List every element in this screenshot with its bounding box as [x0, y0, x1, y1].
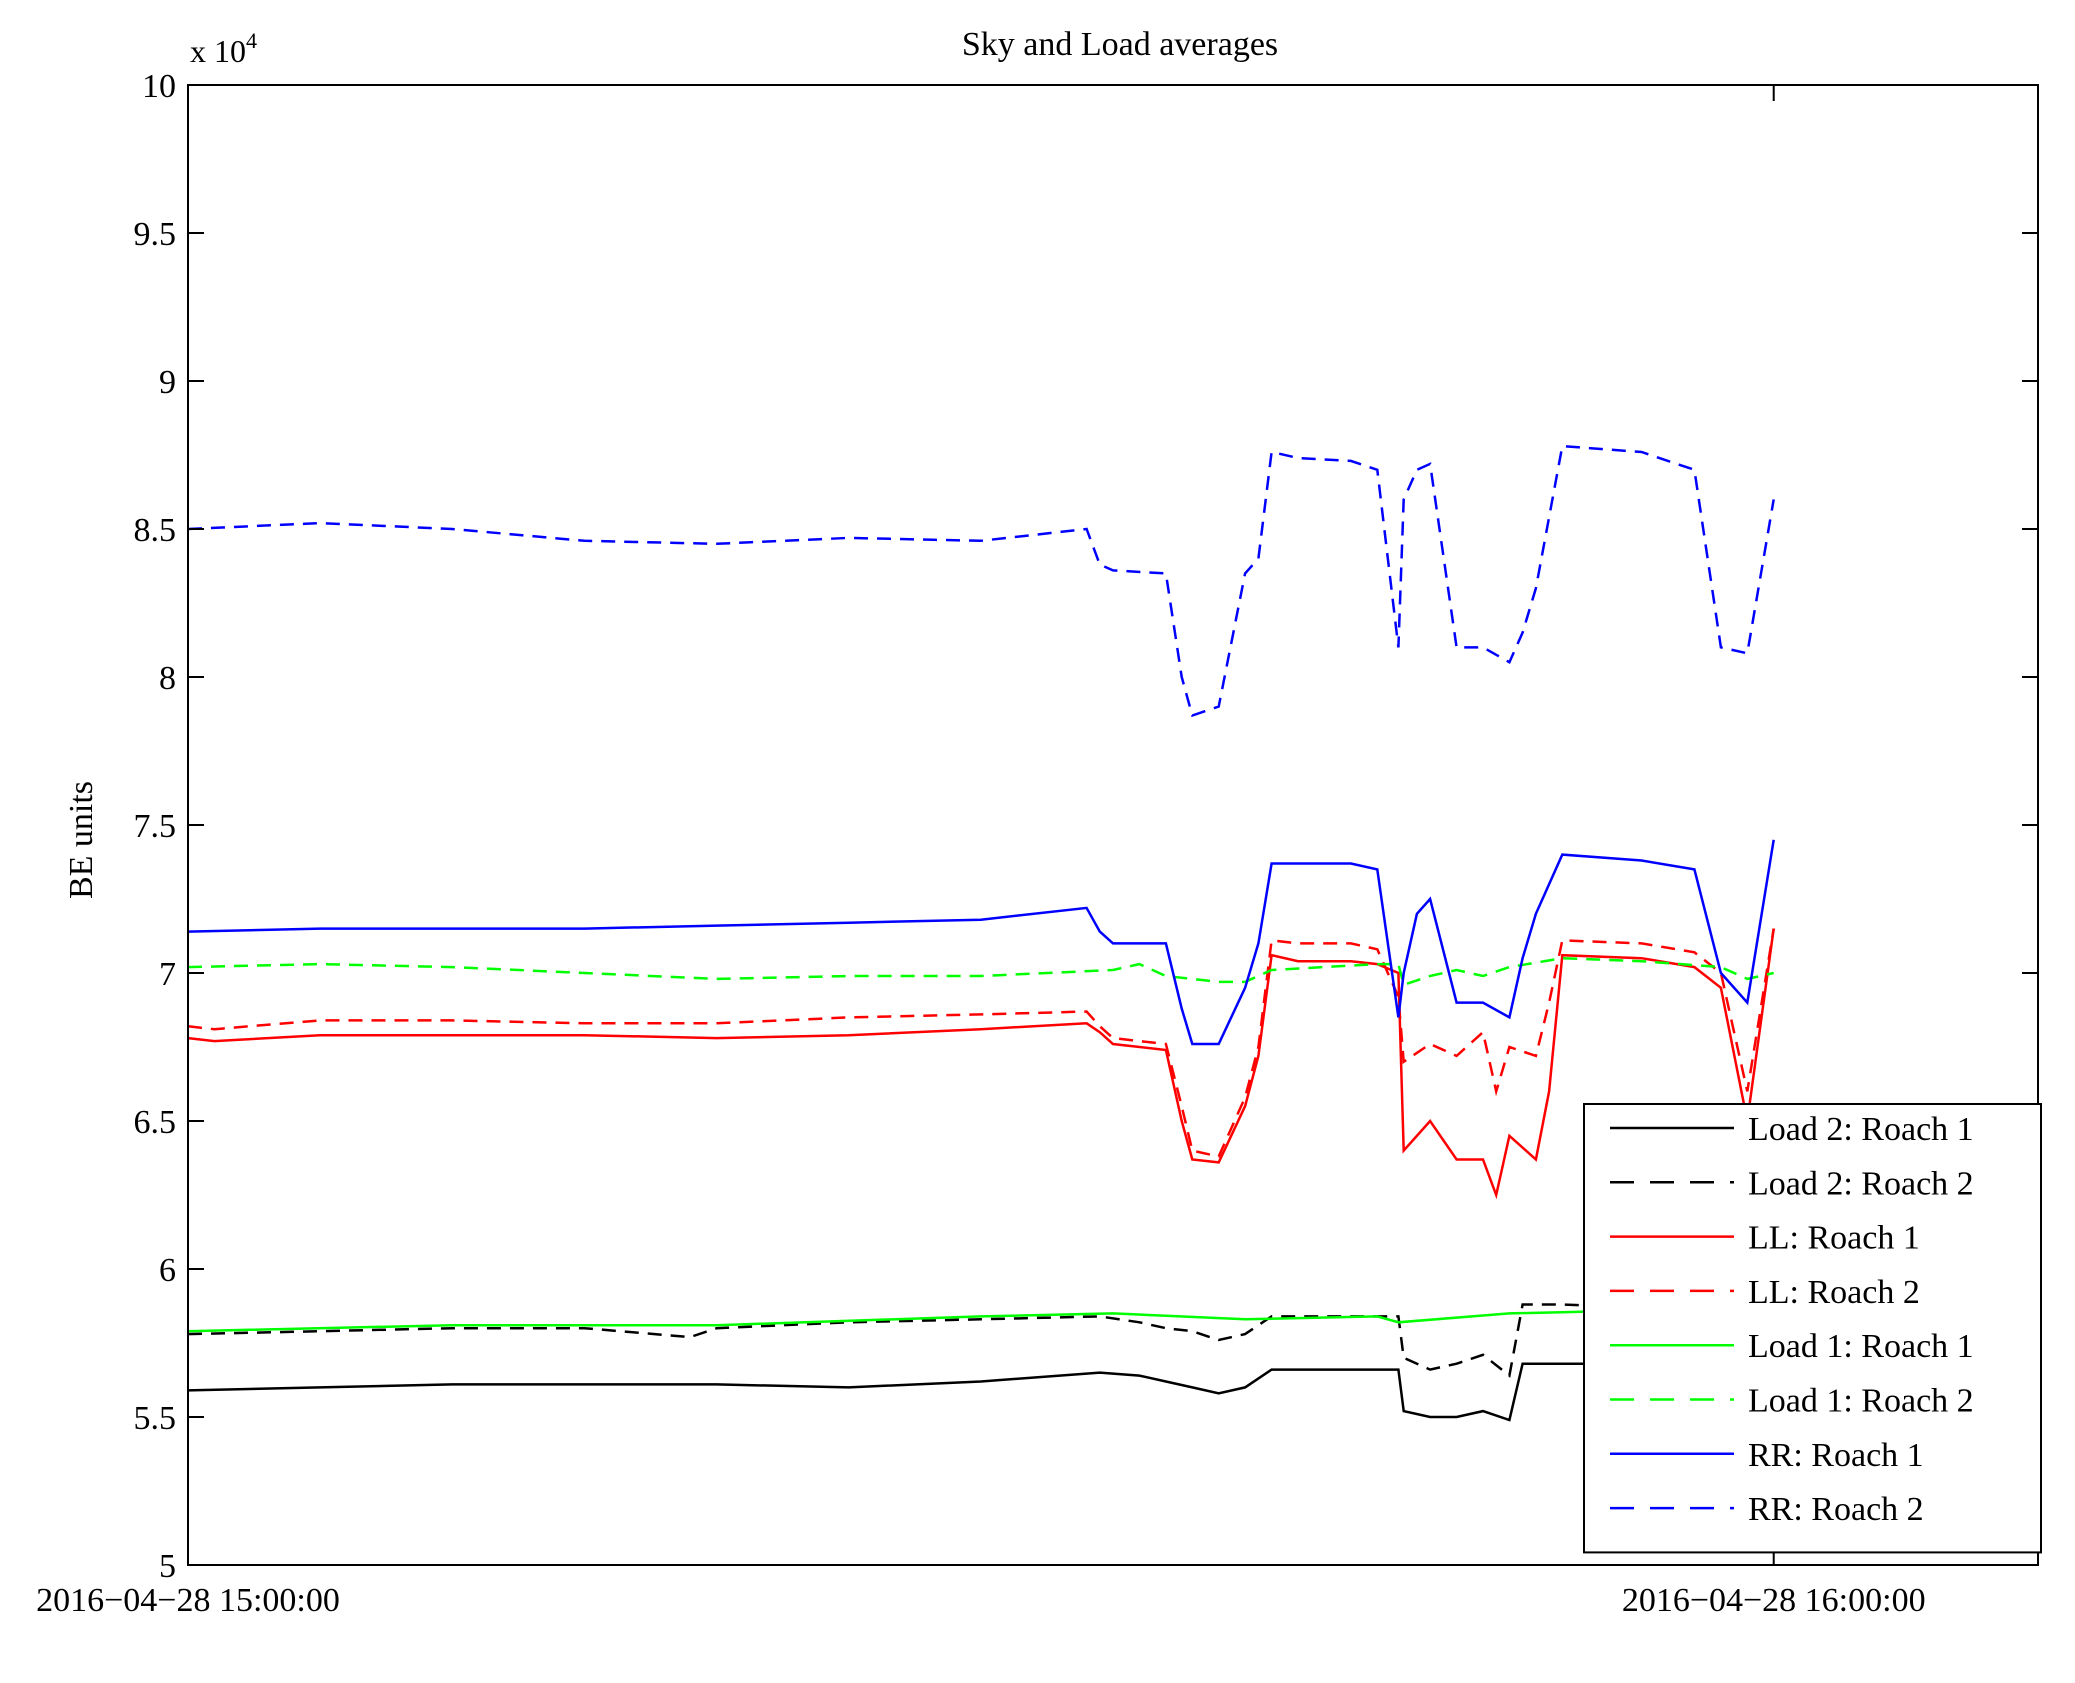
legend-label: RR: Roach 1 — [1748, 1437, 1924, 1474]
series-line-3 — [188, 928, 1775, 1200]
y-exponent-power: 4 — [246, 28, 257, 53]
series-line-4 — [188, 928, 1775, 1158]
legend: Load 2: Roach 1 Load 2: Roach 2 LL: Roach … — [1583, 1103, 2042, 1554]
legend-label: Load 1: Roach 2 — [1748, 1383, 1974, 1420]
series-line-7 — [188, 839, 1775, 1046]
y-tick-label: 7 — [159, 956, 176, 993]
legend-box — [1583, 1103, 2042, 1554]
y-exponent-base: x 10 — [190, 33, 246, 69]
plot-frame — [187, 84, 2039, 1566]
legend-label: LL: Roach 1 — [1748, 1220, 1920, 1257]
y-axis-label: BE units — [63, 781, 100, 899]
series-line-5 — [188, 1306, 1774, 1333]
series-line-1 — [188, 1362, 1774, 1422]
legend-label: Load 2: Roach 1 — [1748, 1111, 1974, 1148]
chart-title: Sky and Load averages — [962, 26, 1278, 63]
y-tick-label: 5 — [159, 1548, 176, 1585]
x-tick-label: 2016−04−28 15:00:00 — [36, 1582, 340, 1619]
series-line-6 — [188, 956, 1774, 987]
y-tick-label: 5.5 — [134, 1400, 177, 1437]
series-line-2 — [188, 1303, 1774, 1378]
y-tick-label: 9.5 — [134, 216, 177, 253]
legend-label: RR: Roach 2 — [1748, 1491, 1924, 1528]
y-tick-label: 8.5 — [134, 512, 177, 549]
y-tick-label: 7.5 — [134, 808, 177, 845]
y-tick-label: 8 — [159, 660, 176, 697]
x-tick-label: 2016−04−28 16:00:00 — [1622, 1582, 1926, 1619]
series-line-8 — [188, 444, 1775, 718]
y-tick-label: 6.5 — [134, 1104, 177, 1141]
y-exponent-label: x 104 — [190, 28, 257, 69]
series-layer — [188, 444, 1775, 1422]
y-tick-label: 9 — [159, 364, 176, 401]
legend-label: Load 1: Roach 1 — [1748, 1328, 1974, 1365]
legend-label: Load 2: Roach 2 — [1748, 1165, 1974, 1202]
y-tick-label: 6 — [159, 1252, 176, 1289]
y-tick-label: 10 — [142, 68, 176, 105]
legend-label: LL: Roach 2 — [1748, 1274, 1920, 1311]
